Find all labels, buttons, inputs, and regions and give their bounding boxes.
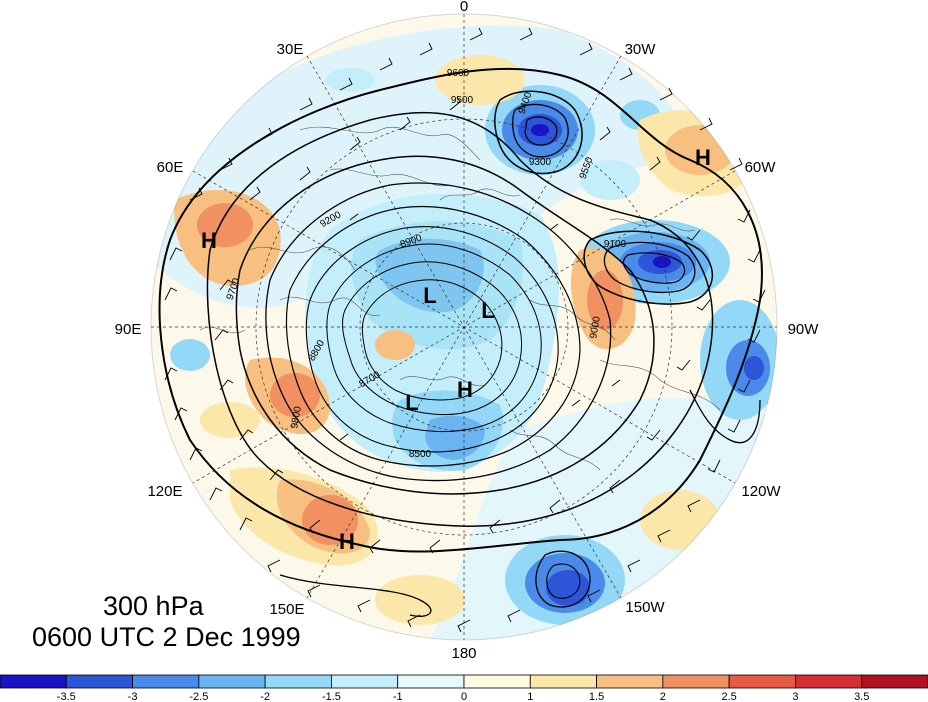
lon-label-30e: 30E: [277, 41, 304, 58]
height-contours: [158, 67, 763, 617]
map-border: [150, 13, 778, 641]
colorbar: -3.5 -3 -2.5 -2 -1.5 -1 0 1 1.5 2 2.5 3 3.5: [0, 674, 928, 702]
high-asia-label: H: [201, 228, 217, 253]
high-arctic-label: H: [457, 377, 473, 402]
title-valid-time: 0600 UTC 2 Dec 1999: [32, 622, 301, 652]
colorbar-box: [264, 674, 332, 689]
contour-label: 9300: [529, 157, 552, 168]
colorbar-box: [596, 674, 664, 689]
contour-label: 9800: [289, 405, 304, 429]
colorbar-tick-label: -1: [393, 691, 403, 702]
colorbar-tick-label: 0: [461, 691, 467, 702]
low-siberia-label: L: [423, 283, 436, 308]
colorbar-tick-label: 1.5: [589, 691, 604, 702]
lon-label-150w: 150W: [625, 599, 665, 616]
colorbar-tick-label: 2.5: [721, 691, 736, 702]
colorbar-box: [331, 674, 399, 689]
colorbar-box: [198, 674, 266, 689]
contour-label: 9100: [604, 239, 627, 250]
colorbar-box: [397, 674, 465, 689]
colorbar-tick-label: -3: [128, 691, 138, 702]
lon-label-120w: 120W: [741, 483, 781, 500]
colorbar-tick-label: -1.5: [322, 691, 341, 702]
colorbar-box: [132, 674, 200, 689]
lon-label-180: 180: [451, 645, 476, 662]
lon-label-0: 0: [460, 0, 468, 15]
colorbar-box: [728, 674, 796, 689]
contour-label: 8500: [409, 449, 432, 460]
lon-label-60e: 60E: [157, 159, 184, 176]
colorbar-box: [65, 674, 133, 689]
title-pressure-level: 300 hPa: [103, 591, 204, 621]
colorbar-box: [0, 674, 67, 689]
colorbar-tick-labels: -3.5 -3 -2.5 -2 -1.5 -1 0 1 1.5 2 2.5 3 3.5: [57, 691, 870, 702]
lon-label-90e: 90E: [115, 321, 142, 338]
wind-barbs: [164, 27, 766, 633]
colorbar-box: [662, 674, 730, 689]
lon-label-30w: 30W: [625, 41, 657, 58]
lon-label-120e: 120E: [147, 483, 182, 500]
longitude-labels: 0 30W 60W 90W 120W 150W 180 150E 120E 90…: [115, 0, 820, 662]
colorbar-tick-label: -2.5: [189, 691, 208, 702]
colorbar-tick-label: 2: [660, 691, 666, 702]
pressure-centers: H H H H L L L: [201, 145, 711, 554]
low-canada-label: L: [481, 298, 494, 323]
colorbar-box: [861, 674, 928, 689]
lon-label-150e: 150E: [269, 601, 304, 618]
colorbar-tick-label: 3: [792, 691, 798, 702]
high-atlantic-label: H: [695, 145, 711, 170]
contour-label: 9500: [451, 95, 474, 106]
contour-label: 9600: [447, 68, 470, 79]
colorbar-tick-label: -3.5: [57, 691, 76, 702]
contour-label: 9000: [588, 315, 603, 339]
colorbar-tick-label: 3.5: [854, 691, 869, 702]
lon-label-90w: 90W: [788, 321, 820, 338]
colorbar-box: [795, 674, 863, 689]
colorbar-tick-label: -2: [260, 691, 270, 702]
high-pacific-label: H: [339, 529, 355, 554]
colorbar-boxes: [0, 674, 928, 689]
colorbar-box: [529, 674, 597, 689]
lon-label-60w: 60W: [745, 159, 777, 176]
colorbar-box: [463, 674, 531, 689]
low-east-asia-label: L: [405, 390, 418, 415]
colorbar-tick-label: 1: [527, 691, 533, 702]
